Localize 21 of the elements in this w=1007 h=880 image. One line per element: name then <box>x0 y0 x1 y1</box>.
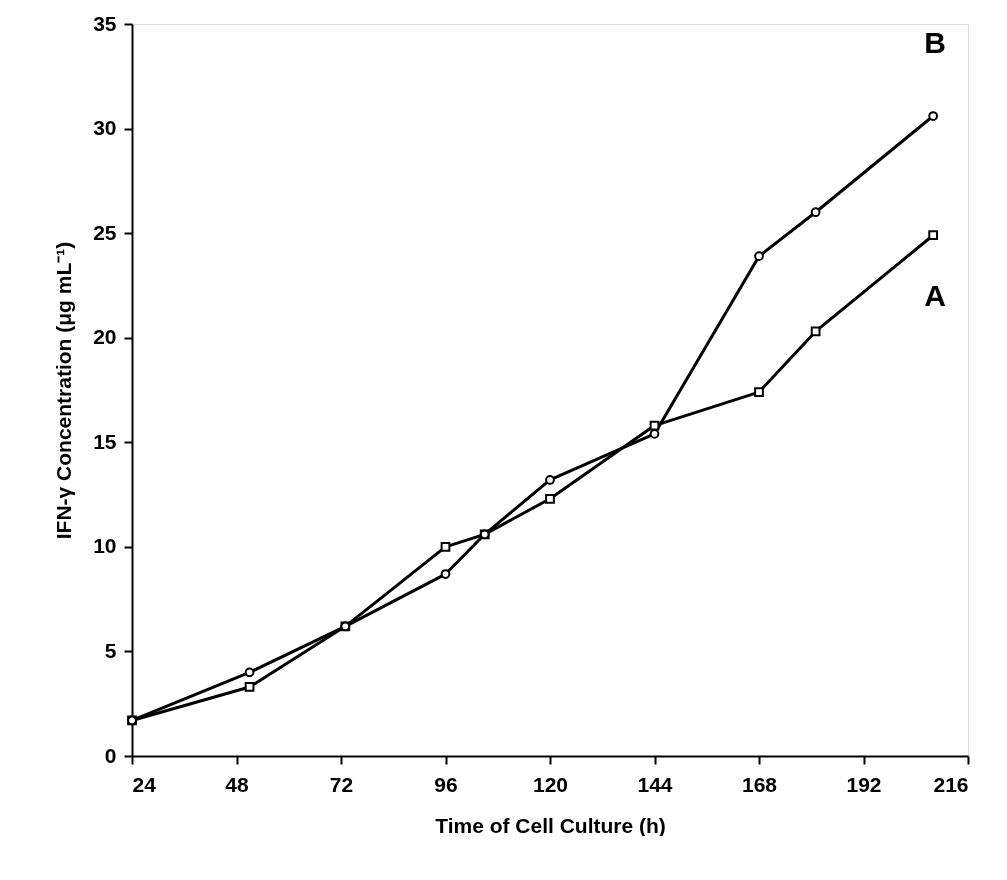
x-tick-label: 216 <box>933 772 969 796</box>
series-label: B <box>924 26 946 60</box>
y-tick-label: 15 <box>93 429 117 453</box>
x-axis-title: Time of Cell Culture (h) <box>435 813 666 837</box>
series-label: A <box>924 279 946 313</box>
y-tick-label: 5 <box>104 638 117 662</box>
x-tick-label: 72 <box>329 772 354 796</box>
y-tick-label: 35 <box>93 11 117 35</box>
y-tick-label: 25 <box>93 220 117 244</box>
x-tick-label: 48 <box>225 772 249 796</box>
x-tick-label: 168 <box>741 772 778 796</box>
y-tick-label: 10 <box>93 534 117 558</box>
y-axis-title: IFN-γ Concentration (μg mL⁻¹) <box>52 241 76 540</box>
y-tick-label: 0 <box>104 743 117 767</box>
x-tick-label: 144 <box>637 772 673 796</box>
x-tick-label: 96 <box>434 772 458 796</box>
x-tick-label: 24 <box>132 772 157 796</box>
x-tick-label: 192 <box>846 772 882 796</box>
x-tick-label: 120 <box>532 772 569 796</box>
y-tick-label: 30 <box>93 116 117 140</box>
y-tick-label: 20 <box>93 325 117 349</box>
